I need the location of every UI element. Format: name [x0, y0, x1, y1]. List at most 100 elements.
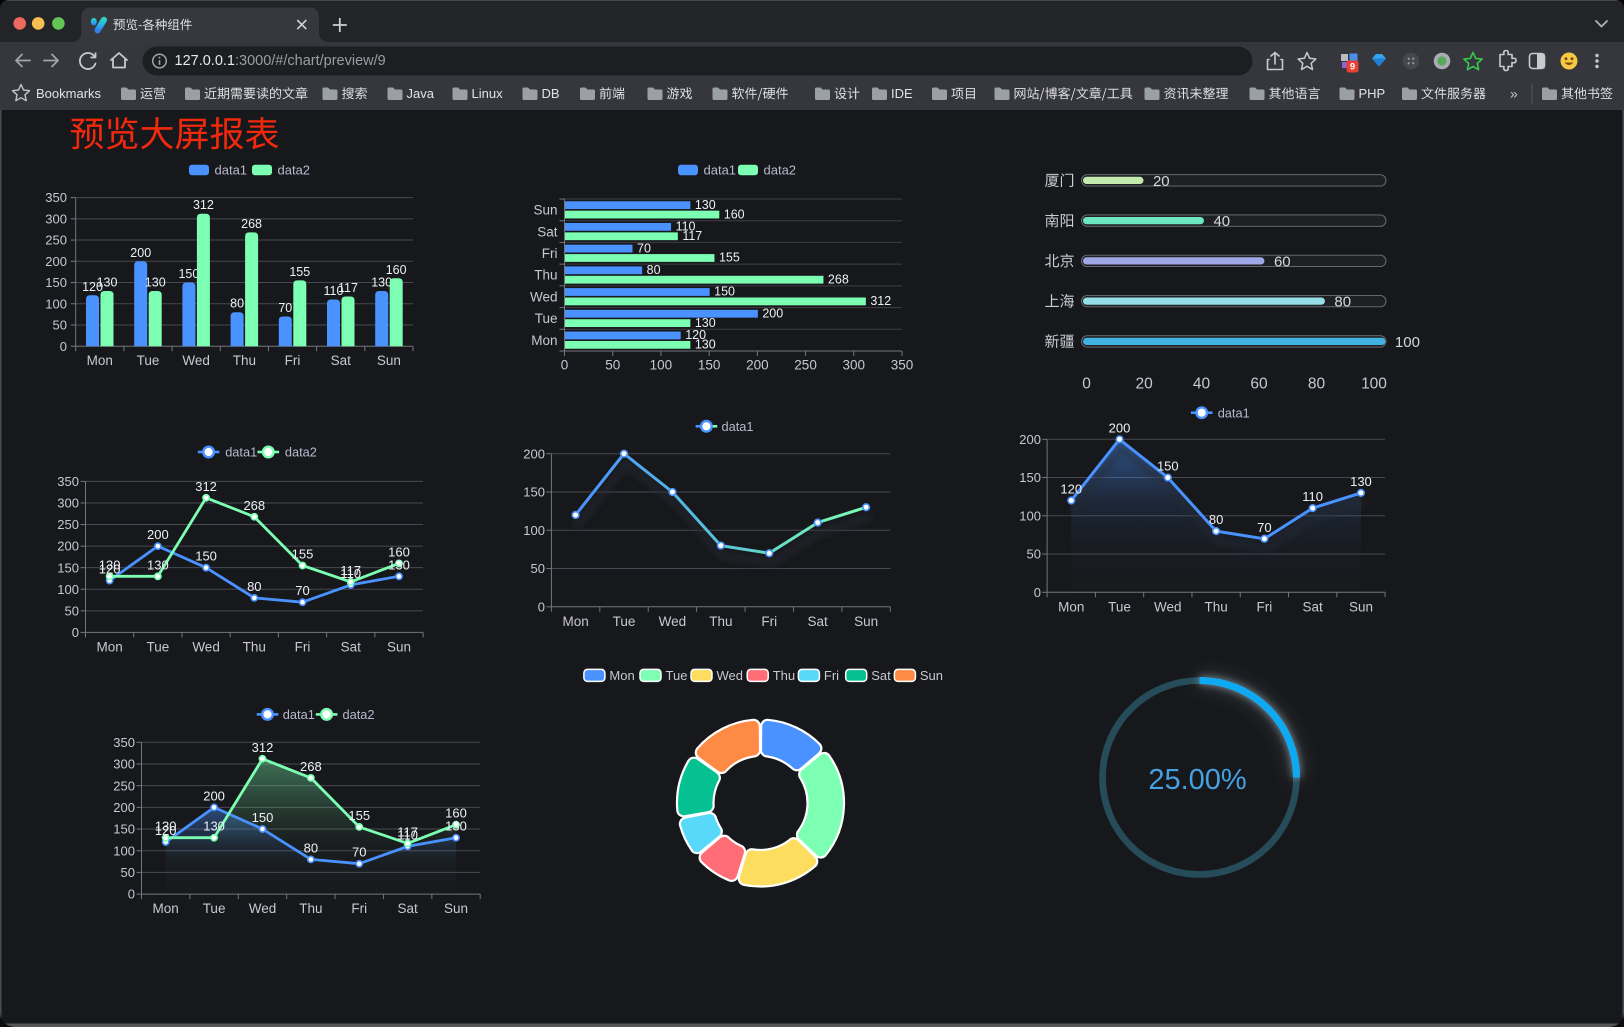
- svg-text:Wed: Wed: [659, 614, 687, 629]
- svg-text:120: 120: [685, 328, 706, 342]
- svg-text:312: 312: [252, 740, 274, 755]
- svg-text:110: 110: [397, 827, 418, 842]
- svg-text:60: 60: [1250, 376, 1268, 393]
- svg-text:Thu: Thu: [534, 268, 557, 283]
- svg-text:Bookmarks: Bookmarks: [36, 86, 102, 101]
- svg-text:Sun: Sun: [1349, 599, 1373, 614]
- svg-text:160: 160: [445, 806, 467, 821]
- svg-text:130: 130: [145, 276, 166, 290]
- svg-text:50: 50: [531, 561, 545, 576]
- svg-text:130: 130: [203, 819, 225, 834]
- svg-text:50: 50: [53, 318, 67, 333]
- svg-text:160: 160: [386, 263, 407, 277]
- svg-text:300: 300: [57, 496, 79, 511]
- svg-text:70: 70: [352, 845, 366, 860]
- svg-text:130: 130: [1350, 474, 1372, 489]
- svg-text:200: 200: [57, 539, 79, 554]
- svg-text:20: 20: [1135, 376, 1153, 393]
- svg-text:120: 120: [155, 823, 177, 838]
- svg-text:150: 150: [1019, 470, 1041, 485]
- svg-text:150: 150: [178, 267, 199, 281]
- svg-text:Sun: Sun: [533, 203, 557, 218]
- svg-text:0: 0: [128, 887, 135, 902]
- svg-text:155: 155: [719, 251, 740, 265]
- svg-text:Tue: Tue: [535, 311, 558, 326]
- svg-text:70: 70: [295, 583, 309, 598]
- svg-text:200: 200: [762, 306, 783, 320]
- svg-text:250: 250: [57, 517, 79, 532]
- svg-text:Tue: Tue: [203, 901, 226, 916]
- svg-text:268: 268: [828, 272, 849, 286]
- svg-text:Wed: Wed: [717, 668, 744, 683]
- svg-text:40: 40: [1193, 376, 1211, 393]
- svg-text:Tue: Tue: [613, 614, 636, 629]
- svg-text:100: 100: [45, 296, 67, 311]
- svg-text:Mon: Mon: [87, 353, 113, 368]
- svg-text:Sun: Sun: [387, 639, 411, 654]
- svg-text:Sat: Sat: [871, 668, 891, 683]
- svg-text:80: 80: [647, 263, 661, 277]
- svg-text:155: 155: [348, 808, 370, 823]
- svg-text:100: 100: [113, 843, 135, 858]
- svg-text:data2: data2: [343, 707, 375, 722]
- svg-text:Sat: Sat: [331, 353, 352, 368]
- svg-text:150: 150: [45, 275, 67, 290]
- svg-text:150: 150: [57, 560, 79, 575]
- svg-text:70: 70: [637, 241, 651, 255]
- svg-text:Mon: Mon: [153, 901, 179, 916]
- svg-text:9: 9: [1350, 62, 1355, 73]
- svg-text:300: 300: [113, 757, 135, 772]
- svg-text:80: 80: [304, 840, 318, 855]
- svg-text:Fri: Fri: [351, 901, 367, 916]
- svg-text:PHP: PHP: [1359, 86, 1386, 101]
- svg-text:117: 117: [397, 824, 418, 839]
- svg-text:268: 268: [300, 759, 322, 774]
- svg-text:Mon: Mon: [531, 333, 557, 348]
- svg-text:110: 110: [340, 566, 361, 581]
- svg-text:Wed: Wed: [249, 901, 277, 916]
- svg-text:Sun: Sun: [377, 353, 401, 368]
- svg-text:data2: data2: [285, 445, 317, 460]
- svg-text:70: 70: [1257, 520, 1271, 535]
- svg-text:100: 100: [1395, 334, 1420, 351]
- svg-text:40: 40: [1213, 213, 1230, 230]
- svg-text:250: 250: [794, 358, 817, 373]
- svg-text:300: 300: [843, 358, 866, 373]
- svg-text:80: 80: [1209, 512, 1223, 527]
- svg-text:100: 100: [523, 523, 545, 538]
- svg-text:100: 100: [650, 358, 673, 373]
- svg-text:IDE: IDE: [891, 86, 913, 101]
- svg-text:Thu: Thu: [243, 639, 266, 654]
- svg-text:200: 200: [1109, 420, 1131, 435]
- svg-text:200: 200: [1019, 432, 1041, 447]
- svg-text:268: 268: [243, 498, 265, 513]
- svg-text:268: 268: [241, 217, 262, 231]
- svg-text:130: 130: [147, 557, 169, 572]
- svg-text:120: 120: [99, 562, 121, 577]
- svg-text:100: 100: [1361, 376, 1387, 393]
- svg-text:data2: data2: [764, 163, 797, 178]
- svg-text:200: 200: [523, 446, 545, 461]
- svg-text:data1: data1: [1218, 405, 1250, 420]
- svg-text:Tue: Tue: [146, 639, 169, 654]
- svg-text:Wed: Wed: [530, 289, 558, 304]
- svg-text:350: 350: [45, 190, 67, 205]
- svg-text:130: 130: [695, 316, 716, 330]
- svg-text:data1: data1: [225, 445, 257, 460]
- svg-text:250: 250: [45, 233, 67, 248]
- svg-text:312: 312: [195, 479, 217, 494]
- svg-text:80: 80: [230, 297, 244, 311]
- svg-text:155: 155: [289, 265, 310, 279]
- svg-text:70: 70: [278, 301, 292, 315]
- svg-text:200: 200: [147, 527, 169, 542]
- svg-text:0: 0: [60, 339, 67, 354]
- svg-text:Fri: Fri: [761, 614, 777, 629]
- svg-text:150: 150: [523, 485, 545, 500]
- svg-text:Sun: Sun: [920, 668, 943, 683]
- svg-text:130: 130: [97, 276, 118, 290]
- svg-text:50: 50: [1027, 547, 1041, 562]
- svg-text:Wed: Wed: [192, 639, 220, 654]
- svg-text:Tue: Tue: [137, 353, 160, 368]
- svg-text:312: 312: [870, 294, 891, 308]
- svg-text:100: 100: [57, 582, 79, 597]
